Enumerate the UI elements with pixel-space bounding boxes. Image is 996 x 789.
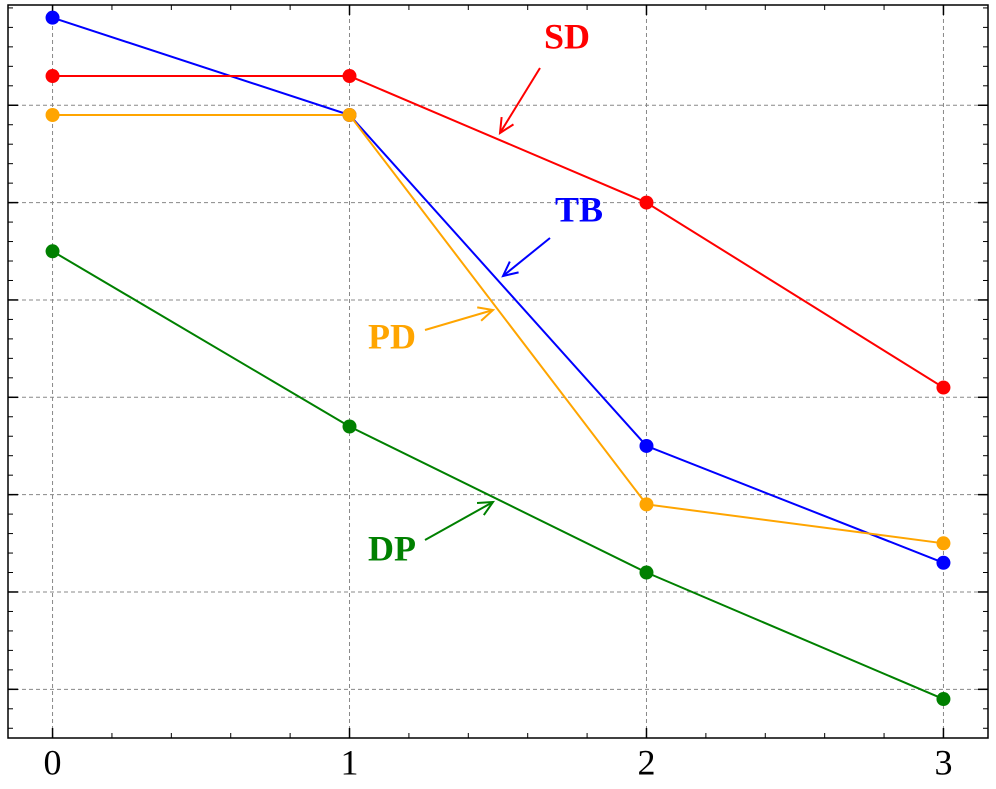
data-point	[45, 10, 60, 25]
data-point	[342, 69, 357, 84]
data-point	[45, 107, 60, 122]
series-annotation: PD	[368, 316, 416, 356]
data-point	[342, 107, 357, 122]
annotation-arrowhead	[501, 261, 519, 278]
series-line	[52, 250, 944, 700]
annotation-arrowhead	[498, 116, 515, 135]
data-point	[936, 380, 951, 395]
series-line	[52, 75, 944, 389]
annotation-arrow	[424, 309, 494, 331]
data-point	[342, 419, 357, 434]
series-line	[52, 16, 944, 564]
data-point	[639, 195, 654, 210]
data-point	[45, 244, 60, 259]
annotation-arrow	[499, 67, 541, 134]
series-annotation: TB	[555, 189, 603, 229]
annotation-arrowhead	[476, 500, 496, 516]
annotation-arrowhead	[477, 306, 496, 322]
x-tick-label: 0	[44, 742, 62, 782]
x-tick-label: 3	[934, 742, 952, 782]
annotation-arrow	[502, 237, 551, 277]
x-tick-label: 2	[637, 742, 655, 782]
series-annotation: DP	[368, 528, 416, 568]
series-annotation: SD	[544, 16, 590, 56]
annotation-arrow	[424, 501, 494, 541]
plot-frame	[7, 4, 989, 739]
data-point	[936, 692, 951, 707]
data-point	[639, 438, 654, 453]
data-point	[936, 536, 951, 551]
data-point	[639, 497, 654, 512]
x-tick-label: 1	[341, 742, 359, 782]
series-line	[52, 113, 944, 545]
data-point	[45, 69, 60, 84]
data-point	[936, 555, 951, 570]
data-point	[639, 565, 654, 580]
